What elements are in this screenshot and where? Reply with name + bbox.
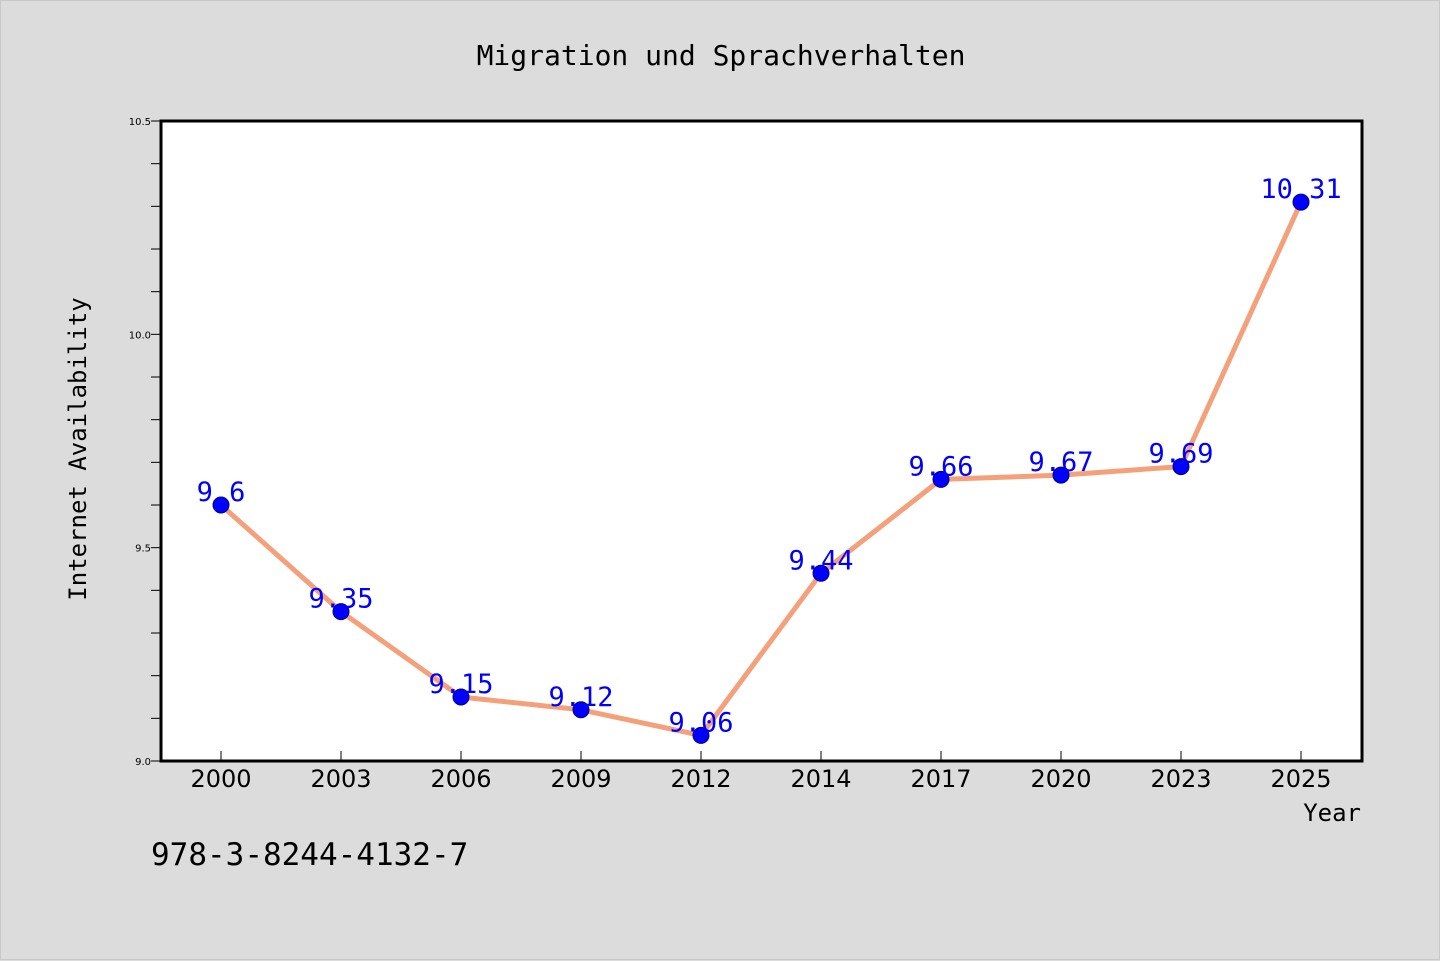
data-label: 9.06 (668, 707, 733, 738)
data-point (1172, 458, 1190, 476)
x-tick-label: 2017 (910, 765, 971, 793)
data-point (212, 496, 230, 514)
y-tick-label: 10.5 (129, 117, 151, 128)
data-point (692, 726, 710, 744)
x-tick-label: 2025 (1270, 765, 1331, 793)
x-axis: 2000 2003 2006 2009 2012 2014 2017 2020 2023 2025 (190, 751, 1332, 793)
chart-title: Migration und Sprachverhalten (477, 39, 966, 72)
x-tick-label: 2014 (790, 765, 851, 793)
isbn-footnote: 978-3-8244-4132-7 (151, 837, 468, 873)
y-axis: 9.0 9.5 10.0 10.5 (129, 117, 161, 768)
data-label: 9.69 (1148, 439, 1213, 470)
data-labels: 9.6 9.35 9.15 9.12 9.06 9.44 9.66 9.67 9.69 10.31 (197, 174, 1342, 738)
y-axis-label: Internet Availability (64, 297, 92, 600)
data-label: 9.35 (308, 584, 373, 615)
data-label: 10.31 (1260, 174, 1341, 205)
y-tick-label: 9.0 (135, 757, 151, 768)
y-tick-label: 9.5 (135, 544, 151, 555)
x-tick-label: 2000 (190, 765, 251, 793)
data-point (572, 701, 590, 719)
data-label: 9.15 (428, 669, 493, 700)
y-tick-label: 10.0 (129, 330, 151, 341)
plot-frame (159, 119, 1364, 763)
data-label: 9.6 (197, 477, 246, 508)
x-tick-label: 2023 (1150, 765, 1211, 793)
data-label: 9.67 (1028, 447, 1093, 478)
x-tick-label: 2020 (1030, 765, 1091, 793)
x-axis-label: Year (1303, 799, 1361, 827)
data-point (812, 564, 830, 582)
data-label: 9.12 (548, 682, 613, 713)
data-markers (212, 193, 1310, 744)
x-tick-label: 2003 (310, 765, 371, 793)
data-point (1292, 193, 1310, 211)
x-tick-label: 2006 (430, 765, 491, 793)
x-tick-label: 2009 (550, 765, 611, 793)
data-point (932, 470, 950, 488)
data-point (332, 603, 350, 621)
series-line (218, 199, 1304, 738)
data-label: 9.66 (908, 451, 973, 482)
data-point (1052, 466, 1070, 484)
x-tick-label: 2012 (670, 765, 731, 793)
data-label: 9.44 (788, 545, 853, 576)
data-point (452, 688, 470, 706)
